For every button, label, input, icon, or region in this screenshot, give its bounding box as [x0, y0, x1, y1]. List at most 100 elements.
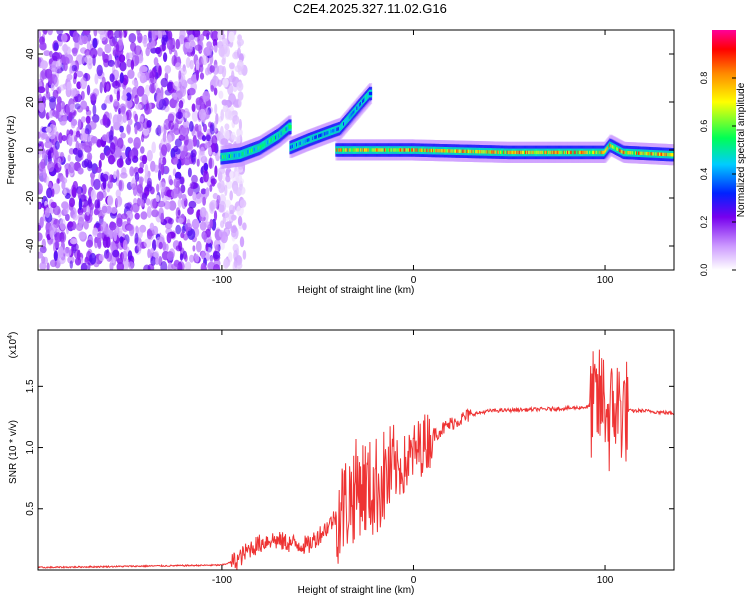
noise-blob: [74, 134, 78, 142]
noise-blob: [166, 81, 173, 92]
noise-blob: [133, 45, 142, 56]
noise-blob: [167, 134, 172, 144]
noise-blob: [139, 66, 148, 73]
noise-blob: [39, 70, 45, 82]
noise-blob: [83, 141, 90, 148]
noise-blob: [53, 42, 59, 51]
noise-blob: [238, 99, 242, 107]
noise-blob: [178, 240, 183, 252]
noise-blob: [209, 45, 214, 52]
noise-blob: [148, 31, 153, 43]
spectrogram-noise-region: [38, 30, 248, 270]
noise-blob: [195, 59, 200, 72]
noise-blob: [200, 262, 207, 270]
noise-blob: [134, 113, 139, 123]
noise-blob: [112, 249, 120, 258]
noise-blob: [99, 152, 105, 161]
noise-blob: [165, 166, 169, 173]
noise-blob: [191, 218, 200, 230]
noise-blob: [134, 171, 140, 182]
noise-blob: [198, 151, 206, 162]
spectrogram-signal-traces: [220, 83, 674, 169]
noise-blob: [174, 62, 182, 70]
noise-blob: [205, 134, 211, 142]
noise-blob: [184, 41, 191, 49]
noise-blob: [162, 132, 167, 143]
noise-blob: [137, 167, 144, 174]
noise-blob: [101, 203, 108, 216]
noise-blob: [164, 200, 171, 210]
noise-blob: [126, 92, 132, 101]
noise-blob: [39, 261, 47, 270]
noise-blob: [199, 64, 204, 73]
noise-blob: [169, 179, 174, 186]
noise-blob: [154, 82, 158, 90]
noise-blob: [237, 215, 243, 227]
noise-blob: [136, 121, 144, 132]
noise-blob: [218, 90, 224, 100]
noise-blob: [220, 125, 224, 137]
noise-blob: [212, 39, 218, 47]
colorbar-tick-label: 0.4: [699, 168, 709, 181]
y-tick-label: 0.5: [25, 501, 36, 515]
noise-blob: [113, 87, 118, 95]
x-tick-label: 100: [597, 575, 614, 586]
y-tick-label: 20: [25, 96, 36, 108]
noise-blob: [49, 50, 53, 58]
noise-blob: [51, 60, 59, 72]
noise-blob: [67, 154, 71, 162]
noise-blob: [116, 261, 125, 270]
noise-blob: [147, 248, 151, 259]
noise-blob: [179, 85, 187, 97]
noise-blob: [113, 146, 122, 158]
noise-blob: [47, 150, 52, 160]
noise-blob: [78, 198, 83, 211]
noise-blob: [102, 236, 109, 248]
noise-blob: [200, 188, 207, 195]
noise-blob: [42, 167, 47, 179]
snr-multiplier-exponent: 4: [7, 335, 14, 339]
noise-blob: [86, 239, 93, 248]
noise-blob: [86, 84, 91, 96]
noise-blob: [78, 221, 83, 230]
x-tick-label: -100: [212, 575, 232, 586]
noise-blob: [129, 149, 134, 160]
noise-blob: [236, 205, 244, 217]
noise-blob: [135, 103, 143, 110]
noise-blob: [242, 222, 247, 231]
noise-blob: [121, 167, 127, 176]
noise-blob: [71, 118, 78, 126]
noise-blob: [224, 199, 231, 208]
noise-blob: [238, 178, 245, 185]
noise-blob: [184, 254, 188, 262]
noise-blob: [162, 241, 167, 251]
noise-blob: [170, 148, 176, 159]
noise-blob: [56, 96, 62, 105]
noise-blob: [119, 125, 124, 133]
noise-blob: [189, 254, 195, 263]
noise-blob: [122, 239, 128, 251]
noise-blob: [203, 221, 212, 228]
noise-blob: [44, 207, 51, 219]
noise-blob: [125, 87, 132, 94]
noise-blob: [94, 199, 100, 209]
noise-blob: [207, 261, 215, 270]
noise-blob: [149, 222, 155, 231]
noise-blob: [198, 124, 202, 132]
noise-blob: [150, 47, 158, 54]
noise-blob: [88, 141, 92, 149]
noise-blob: [229, 190, 233, 201]
noise-blob: [67, 256, 75, 264]
noise-blob: [232, 243, 239, 253]
noise-blob: [141, 134, 145, 143]
noise-blob: [221, 65, 227, 78]
noise-blob: [143, 37, 147, 48]
noise-blob: [75, 130, 81, 138]
noise-blob: [187, 87, 196, 96]
noise-blob: [209, 157, 213, 170]
svg-text:(x104): (x104): [7, 332, 19, 359]
noise-blob: [220, 220, 225, 228]
noise-blob: [89, 206, 94, 217]
snr-ticks: -100 0 100 0.5 1.0 1.5: [25, 330, 674, 586]
